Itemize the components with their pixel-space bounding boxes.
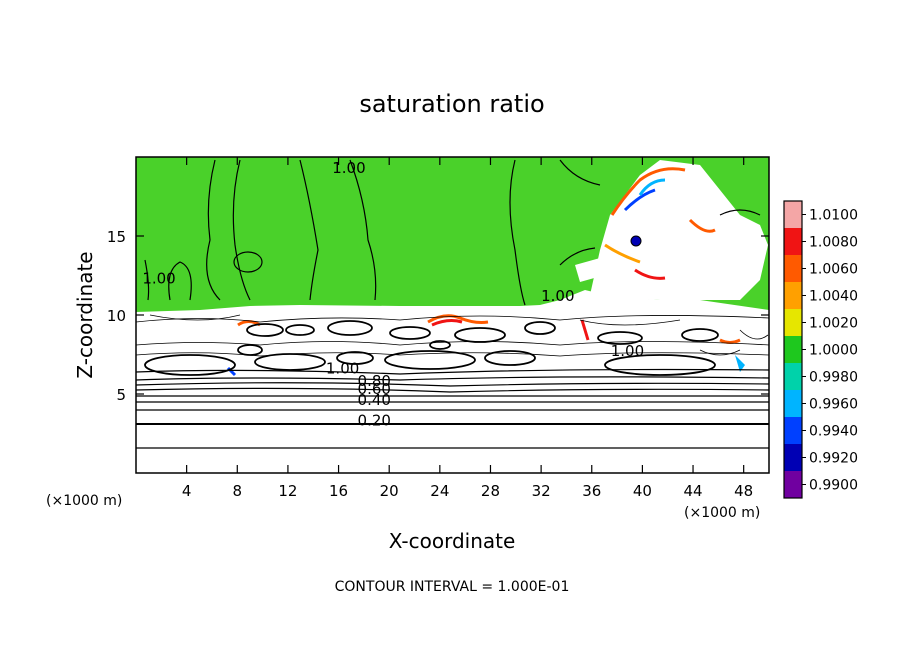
y-tick-label: 15 — [107, 228, 126, 246]
x-tick-label: 20 — [380, 482, 399, 500]
contour-labels: 1.001.001.001.001.000.800.600.400.20 — [142, 159, 644, 430]
x-unit-left: (×1000 m) — [46, 493, 122, 509]
chart-title: saturation ratio — [359, 90, 544, 118]
colorbar-swatch — [784, 282, 802, 309]
contour-lines-lower — [136, 368, 769, 449]
x-tick-label: 8 — [233, 482, 243, 500]
contour-label: 0.60 — [358, 380, 391, 398]
colorbar-label: 0.9960 — [809, 397, 858, 413]
x-tick-label: 44 — [683, 482, 702, 500]
colorbar-label: 1.0040 — [809, 289, 858, 305]
colorbar-label: 1.0100 — [809, 208, 858, 224]
colorbar-swatch — [784, 417, 802, 444]
x-tick-label: 16 — [329, 482, 348, 500]
colorbar-swatch — [784, 444, 802, 471]
colorbar-swatch — [784, 309, 802, 336]
x-tick-label: 12 — [278, 482, 297, 500]
colorbar-swatch — [784, 228, 802, 255]
colorbar-swatch — [784, 336, 802, 363]
colorbar: 1.0100 1.0080 1.0060 1.0040 1.0020 1.0000 0.99… — [783, 200, 858, 499]
contour-cells-thin — [136, 314, 769, 357]
contour-cells — [144, 320, 719, 376]
x-tick-label: 4 — [182, 482, 192, 500]
contour-label: 0.40 — [358, 391, 391, 409]
contour-label: 1.00 — [142, 269, 175, 287]
contour-interval-note: CONTOUR INTERVAL = 1.000E-01 — [335, 579, 570, 595]
contour-label: 1.00 — [611, 342, 644, 360]
colorbar-swatch — [784, 201, 802, 228]
contour-label: 0.80 — [358, 372, 391, 390]
colorbar-label: 1.0080 — [809, 235, 858, 251]
y-axis: 5 10 15 — [107, 228, 769, 404]
colorbar-label: 1.0060 — [809, 262, 858, 278]
cloud-region — [590, 160, 768, 300]
x-tick-label: 28 — [481, 482, 500, 500]
x-axis: 4 8 12 16 20 24 28 32 36 40 44 48 — [182, 157, 753, 500]
colorbar-label: 1.0000 — [809, 343, 858, 359]
y-axis-label: Z-coordinate — [73, 251, 97, 378]
x-tick-label: 40 — [633, 482, 652, 500]
contour-label: 0.20 — [358, 412, 391, 430]
y-tick-label: 10 — [107, 307, 126, 325]
cloud-edges — [237, 167, 741, 344]
x-tick-label: 32 — [532, 482, 551, 500]
x-tick-label: 36 — [582, 482, 601, 500]
plot-area — [136, 157, 769, 473]
x-tick-label: 24 — [430, 482, 449, 500]
contour-lines-upper — [144, 159, 761, 306]
x-unit-right: (×1000 m) — [684, 505, 760, 521]
colorbar-label: 0.9920 — [809, 451, 858, 467]
contour-label: 1.00 — [326, 359, 359, 377]
contour-label: 1.00 — [332, 159, 365, 177]
colorbar-label: 0.9940 — [809, 424, 858, 440]
colorbar-swatch — [784, 471, 802, 498]
colorbar-swatch — [784, 255, 802, 282]
colorbar-swatch — [784, 390, 802, 417]
colorbar-swatch — [784, 363, 802, 390]
colorbar-label: 1.0020 — [809, 316, 858, 332]
x-axis-label: X-coordinate — [389, 529, 516, 553]
colorbar-label: 0.9900 — [809, 478, 858, 494]
colorbar-label: 0.9980 — [809, 370, 858, 386]
x-tick-label: 48 — [734, 482, 753, 500]
contour-label: 1.00 — [541, 287, 574, 305]
y-tick-label: 5 — [116, 386, 126, 404]
